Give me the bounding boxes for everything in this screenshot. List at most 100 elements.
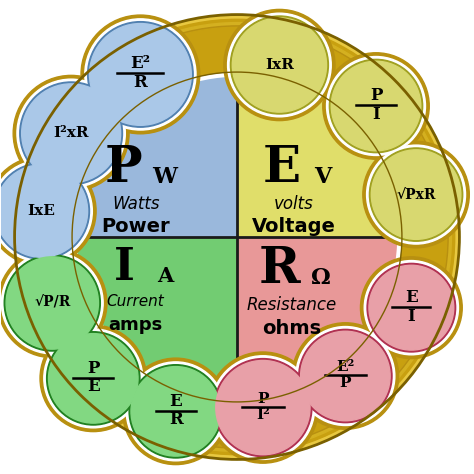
Text: IxE: IxE <box>27 204 55 218</box>
Text: Resistance: Resistance <box>246 296 337 314</box>
Circle shape <box>73 73 401 401</box>
Circle shape <box>4 255 100 351</box>
Circle shape <box>299 329 392 423</box>
Circle shape <box>120 39 176 95</box>
Text: R: R <box>134 74 147 91</box>
Circle shape <box>328 345 377 394</box>
Circle shape <box>0 165 88 257</box>
Circle shape <box>329 59 423 153</box>
Text: W: W <box>153 166 177 188</box>
Circle shape <box>90 24 191 125</box>
Text: Current: Current <box>107 293 164 309</box>
Circle shape <box>0 160 92 262</box>
Circle shape <box>211 356 315 459</box>
Text: P: P <box>257 392 269 406</box>
Wedge shape <box>77 77 237 237</box>
Text: I: I <box>408 308 415 325</box>
Circle shape <box>398 163 447 212</box>
Circle shape <box>88 22 193 127</box>
Text: Ω: Ω <box>310 267 330 289</box>
Circle shape <box>371 150 461 239</box>
Wedge shape <box>237 77 397 237</box>
Circle shape <box>44 329 143 428</box>
Circle shape <box>369 265 454 350</box>
Circle shape <box>358 75 407 124</box>
Circle shape <box>230 16 328 114</box>
Text: volts: volts <box>273 195 313 213</box>
Circle shape <box>46 332 140 425</box>
Text: E: E <box>169 392 182 410</box>
Circle shape <box>214 358 312 456</box>
Circle shape <box>331 61 421 151</box>
Circle shape <box>75 347 125 396</box>
Circle shape <box>15 15 459 459</box>
Circle shape <box>360 257 462 358</box>
Circle shape <box>1 252 103 354</box>
Text: amps: amps <box>109 316 163 334</box>
Circle shape <box>296 327 395 426</box>
Circle shape <box>34 271 84 321</box>
Circle shape <box>367 264 456 352</box>
Text: E²: E² <box>130 55 150 73</box>
Circle shape <box>26 26 448 448</box>
Circle shape <box>216 360 310 455</box>
Text: A: A <box>157 265 173 286</box>
Circle shape <box>81 15 200 134</box>
Circle shape <box>23 179 74 229</box>
Circle shape <box>364 261 458 355</box>
Text: I²: I² <box>256 408 270 421</box>
Circle shape <box>122 358 229 465</box>
Circle shape <box>17 79 125 188</box>
Text: E: E <box>263 144 301 193</box>
Circle shape <box>48 334 138 423</box>
Circle shape <box>19 19 455 455</box>
Circle shape <box>129 365 222 458</box>
Circle shape <box>369 148 463 241</box>
Circle shape <box>13 75 129 191</box>
Circle shape <box>6 257 99 349</box>
Text: P: P <box>340 376 351 390</box>
Circle shape <box>0 248 107 357</box>
Wedge shape <box>237 237 397 397</box>
Circle shape <box>394 278 441 325</box>
Text: R: R <box>169 411 182 428</box>
Circle shape <box>292 323 399 429</box>
Circle shape <box>126 362 225 461</box>
Text: √PxR: √PxR <box>396 188 436 201</box>
Wedge shape <box>77 237 237 397</box>
Circle shape <box>244 374 296 427</box>
Text: E: E <box>405 289 418 306</box>
Circle shape <box>261 32 312 84</box>
Circle shape <box>20 82 122 185</box>
Circle shape <box>131 366 220 456</box>
Circle shape <box>207 352 319 463</box>
Text: I²xR: I²xR <box>54 127 89 140</box>
Circle shape <box>22 84 120 183</box>
Circle shape <box>0 163 90 259</box>
Circle shape <box>232 18 327 112</box>
Text: E²: E² <box>336 360 355 374</box>
Text: I: I <box>372 106 380 123</box>
Circle shape <box>366 145 465 244</box>
Text: P: P <box>87 360 100 377</box>
Text: E: E <box>87 378 100 395</box>
Circle shape <box>224 9 335 120</box>
Text: P: P <box>370 87 382 104</box>
Text: V: V <box>314 166 331 188</box>
Circle shape <box>40 325 146 432</box>
Text: Watts: Watts <box>112 195 159 213</box>
Text: Voltage: Voltage <box>252 217 336 236</box>
Circle shape <box>85 19 196 130</box>
Circle shape <box>27 27 447 447</box>
Text: I: I <box>113 246 134 289</box>
Circle shape <box>13 13 461 461</box>
Circle shape <box>158 380 207 429</box>
Text: Power: Power <box>101 217 170 236</box>
Circle shape <box>23 23 451 451</box>
Circle shape <box>51 99 106 153</box>
Circle shape <box>327 56 426 155</box>
Text: ohms: ohms <box>262 319 321 337</box>
Text: P: P <box>105 144 143 193</box>
Circle shape <box>323 53 429 159</box>
Text: √P/R: √P/R <box>34 296 71 310</box>
